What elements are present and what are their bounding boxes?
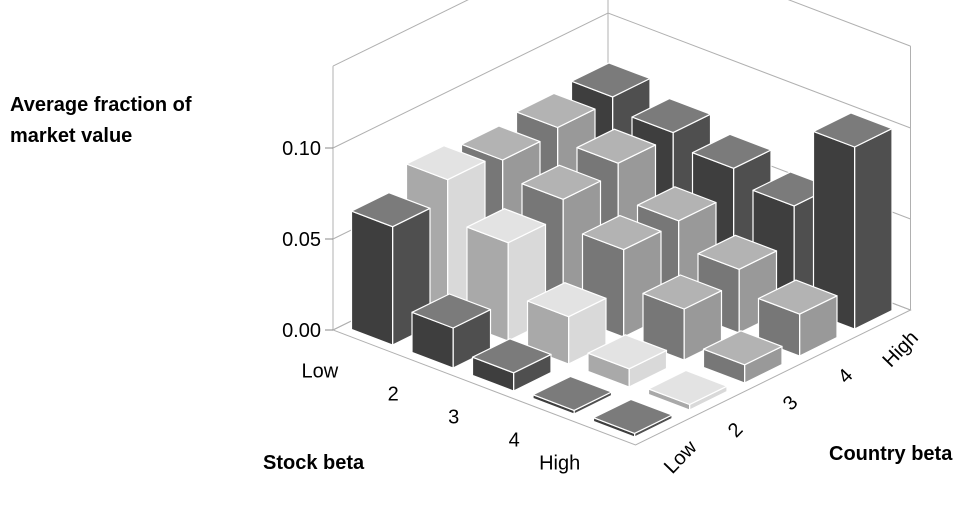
country-beta-tick-label: 3 xyxy=(779,392,803,415)
bar-stock-High-country-High xyxy=(812,112,893,330)
z-axis-title: Average fraction of market value xyxy=(10,94,192,147)
stock-beta-axis-title: Stock beta xyxy=(263,452,365,474)
bar-stock-High-country-2 xyxy=(647,369,728,411)
bar-stock-4-country-3 xyxy=(642,274,723,361)
bar-stock-4-country-Low xyxy=(532,375,613,415)
stock-beta-tick-label: Low xyxy=(302,361,339,383)
bar-stock-3-country-2 xyxy=(526,282,607,365)
bar-stock-3-country-Low xyxy=(471,338,552,392)
bar-stock-High-country-4 xyxy=(757,279,838,357)
country-beta-tick-label: 2 xyxy=(724,419,748,442)
country-beta-tick-label: High xyxy=(878,327,922,372)
z-tick-label: 0.05 xyxy=(282,229,321,251)
country-beta-tick-label: Low xyxy=(660,436,702,478)
stock-beta-tick-label: 4 xyxy=(509,430,520,452)
stock-beta-tick-label: High xyxy=(539,453,580,475)
bar-stock-High-country-3 xyxy=(702,330,783,384)
bar-stock-4-country-2 xyxy=(587,334,668,388)
gridline xyxy=(332,12,911,149)
gridline xyxy=(332,0,911,67)
z-tick-label: 0.00 xyxy=(282,320,321,342)
stock-beta-tick-label: 2 xyxy=(388,384,399,406)
stock-beta-tick-label: 3 xyxy=(448,407,459,429)
bar-stock-High-country-Low xyxy=(592,398,673,438)
z-tick-label: 0.10 xyxy=(282,138,321,160)
country-beta-tick-label: 4 xyxy=(834,365,858,388)
country-beta-axis-title: Country beta xyxy=(829,443,953,465)
chart-bars xyxy=(350,62,893,438)
chart-labels: 0.00 0.05 0.10 Low 2 3 4 High Low 2 3 4 High Average … xyxy=(10,94,953,478)
